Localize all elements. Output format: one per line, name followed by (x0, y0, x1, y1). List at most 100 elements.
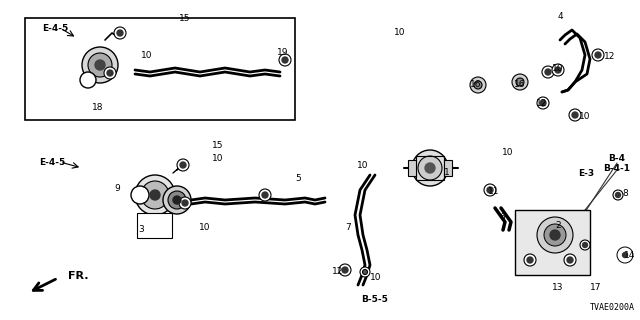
Text: 8: 8 (622, 188, 628, 197)
Ellipse shape (259, 189, 271, 201)
Ellipse shape (613, 190, 623, 200)
Ellipse shape (540, 100, 546, 106)
Text: 4: 4 (557, 12, 563, 20)
Text: 17: 17 (590, 284, 602, 292)
Text: 13: 13 (552, 284, 564, 292)
Ellipse shape (150, 190, 160, 200)
Ellipse shape (470, 77, 486, 93)
Bar (515, 210, 590, 275)
Ellipse shape (572, 112, 578, 118)
Text: 5: 5 (295, 173, 301, 182)
Bar (444, 160, 452, 176)
Text: 14: 14 (624, 252, 636, 260)
Text: 12: 12 (604, 52, 616, 60)
Text: FR.: FR. (68, 271, 88, 281)
Ellipse shape (484, 184, 496, 196)
Bar (408, 160, 416, 176)
Text: E-3: E-3 (578, 169, 594, 178)
Ellipse shape (620, 250, 630, 260)
Ellipse shape (362, 269, 367, 275)
Ellipse shape (418, 156, 442, 180)
Ellipse shape (582, 243, 588, 247)
Text: 16: 16 (470, 79, 482, 89)
Text: 10: 10 (212, 154, 224, 163)
Ellipse shape (282, 57, 288, 63)
Text: 15: 15 (212, 140, 224, 149)
Bar (25, 18, 295, 120)
Ellipse shape (474, 81, 482, 89)
Text: 10: 10 (357, 161, 369, 170)
Ellipse shape (180, 162, 186, 168)
Ellipse shape (82, 47, 118, 83)
Ellipse shape (412, 150, 448, 186)
Ellipse shape (567, 257, 573, 263)
Ellipse shape (580, 240, 590, 250)
Ellipse shape (360, 267, 370, 277)
Ellipse shape (117, 30, 123, 36)
Text: 6: 6 (499, 213, 505, 222)
Text: 10: 10 (141, 51, 153, 60)
Ellipse shape (177, 159, 189, 171)
Text: 19: 19 (277, 47, 289, 57)
Text: 7: 7 (345, 223, 351, 233)
Text: 12: 12 (536, 99, 548, 108)
Ellipse shape (141, 181, 169, 209)
Text: 9: 9 (114, 183, 120, 193)
Ellipse shape (173, 196, 181, 204)
Ellipse shape (104, 67, 116, 79)
Ellipse shape (487, 187, 493, 193)
Ellipse shape (512, 74, 528, 90)
Ellipse shape (107, 70, 113, 76)
Ellipse shape (592, 49, 604, 61)
Ellipse shape (552, 64, 564, 76)
Text: 18: 18 (92, 102, 104, 111)
Ellipse shape (544, 224, 566, 246)
Ellipse shape (555, 67, 561, 73)
Text: B-4-1: B-4-1 (604, 164, 630, 172)
Ellipse shape (95, 60, 105, 70)
Ellipse shape (114, 27, 126, 39)
Ellipse shape (516, 78, 524, 86)
Text: 12: 12 (332, 268, 344, 276)
Text: B-5-5: B-5-5 (362, 295, 388, 305)
Text: 3: 3 (138, 226, 144, 235)
Ellipse shape (179, 197, 191, 209)
Ellipse shape (545, 69, 551, 75)
Ellipse shape (595, 52, 601, 58)
Ellipse shape (262, 192, 268, 198)
Ellipse shape (542, 66, 554, 78)
Text: 10: 10 (552, 63, 564, 73)
Text: 1: 1 (444, 167, 450, 177)
Text: 16: 16 (515, 79, 525, 89)
Ellipse shape (623, 252, 627, 258)
Text: 2: 2 (555, 220, 561, 229)
Ellipse shape (527, 257, 533, 263)
Text: 10: 10 (579, 111, 591, 121)
Ellipse shape (537, 97, 549, 109)
Text: E-4-5: E-4-5 (42, 23, 68, 33)
Ellipse shape (163, 186, 191, 214)
Ellipse shape (569, 109, 581, 121)
Ellipse shape (135, 175, 175, 215)
Text: 11: 11 (488, 188, 500, 196)
Text: E-4-5: E-4-5 (39, 157, 65, 166)
Bar (416, 156, 444, 180)
Ellipse shape (168, 191, 186, 209)
Ellipse shape (537, 217, 573, 253)
Text: 10: 10 (394, 28, 406, 36)
Ellipse shape (88, 53, 112, 77)
Ellipse shape (564, 254, 576, 266)
Text: 10: 10 (371, 274, 381, 283)
Ellipse shape (182, 200, 188, 206)
Ellipse shape (131, 186, 149, 204)
Text: B-4: B-4 (609, 154, 625, 163)
Ellipse shape (425, 163, 435, 173)
Text: TVAE0200A: TVAE0200A (590, 303, 635, 312)
Text: 10: 10 (502, 148, 514, 156)
Ellipse shape (616, 193, 621, 197)
Ellipse shape (550, 230, 560, 240)
Ellipse shape (80, 72, 96, 88)
Text: 15: 15 (179, 13, 191, 22)
Text: 10: 10 (199, 223, 211, 233)
Ellipse shape (524, 254, 536, 266)
